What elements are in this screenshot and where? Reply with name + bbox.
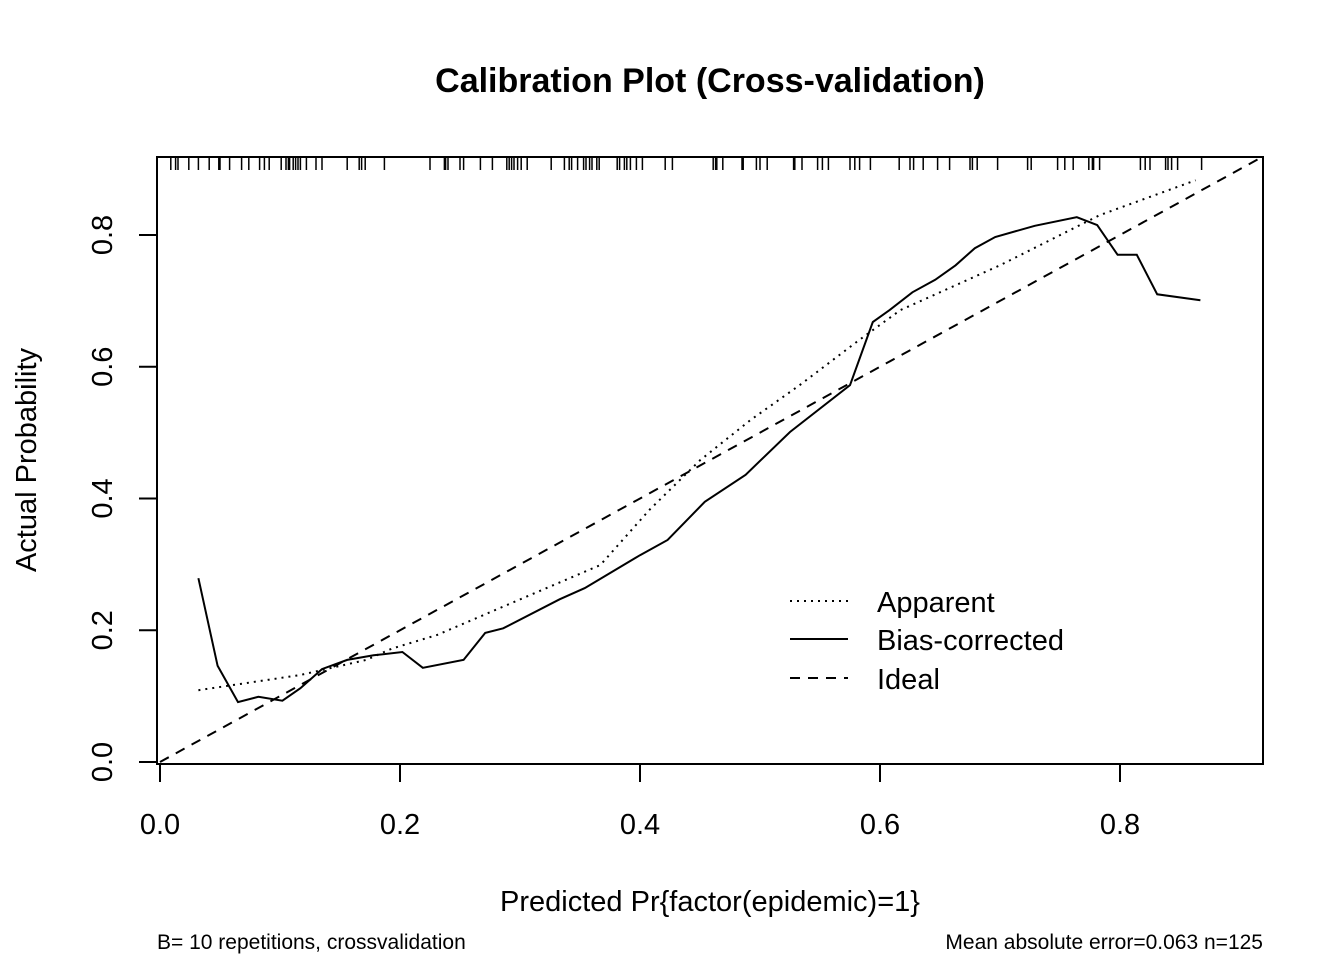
legend-label-bias-corrected: Bias-corrected — [877, 625, 1064, 657]
y-axis: 0.0 0.2 0.4 0.6 0.8 — [87, 215, 158, 782]
y-tick-label: 0.2 — [87, 610, 119, 650]
series-ideal — [159, 155, 1264, 763]
legend: Apparent Bias-corrected Ideal — [790, 587, 1064, 696]
series-bias-corrected — [197, 216, 1201, 704]
x-axis: 0.0 0.2 0.4 0.6 0.8 — [140, 763, 1140, 841]
x-tick-label: 0.2 — [380, 809, 420, 841]
x-tick-label: 0.8 — [1100, 809, 1140, 841]
footnote-left: B= 10 repetitions, crossvalidation — [157, 931, 466, 954]
legend-label-apparent: Apparent — [877, 587, 995, 619]
x-tick-label: 0.0 — [140, 809, 180, 841]
legend-label-ideal: Ideal — [877, 664, 940, 696]
series-apparent — [198, 179, 1196, 692]
x-tick-label: 0.6 — [860, 809, 900, 841]
y-tick-label: 0.0 — [87, 742, 119, 782]
y-tick-label: 0.6 — [87, 347, 119, 387]
x-axis-label: Predicted Pr{factor(epidemic)=1} — [500, 886, 920, 918]
chart-title: Calibration Plot (Cross-validation) — [435, 62, 985, 100]
y-axis-label: Actual Probability — [11, 347, 43, 572]
x-tick-label: 0.4 — [620, 809, 660, 841]
series-lines — [159, 155, 1264, 763]
y-tick-label: 0.8 — [87, 215, 119, 255]
footnote-right: Mean absolute error=0.063 n=125 — [945, 931, 1263, 954]
y-tick-label: 0.4 — [87, 478, 119, 518]
rug-ticks — [170, 157, 1203, 170]
